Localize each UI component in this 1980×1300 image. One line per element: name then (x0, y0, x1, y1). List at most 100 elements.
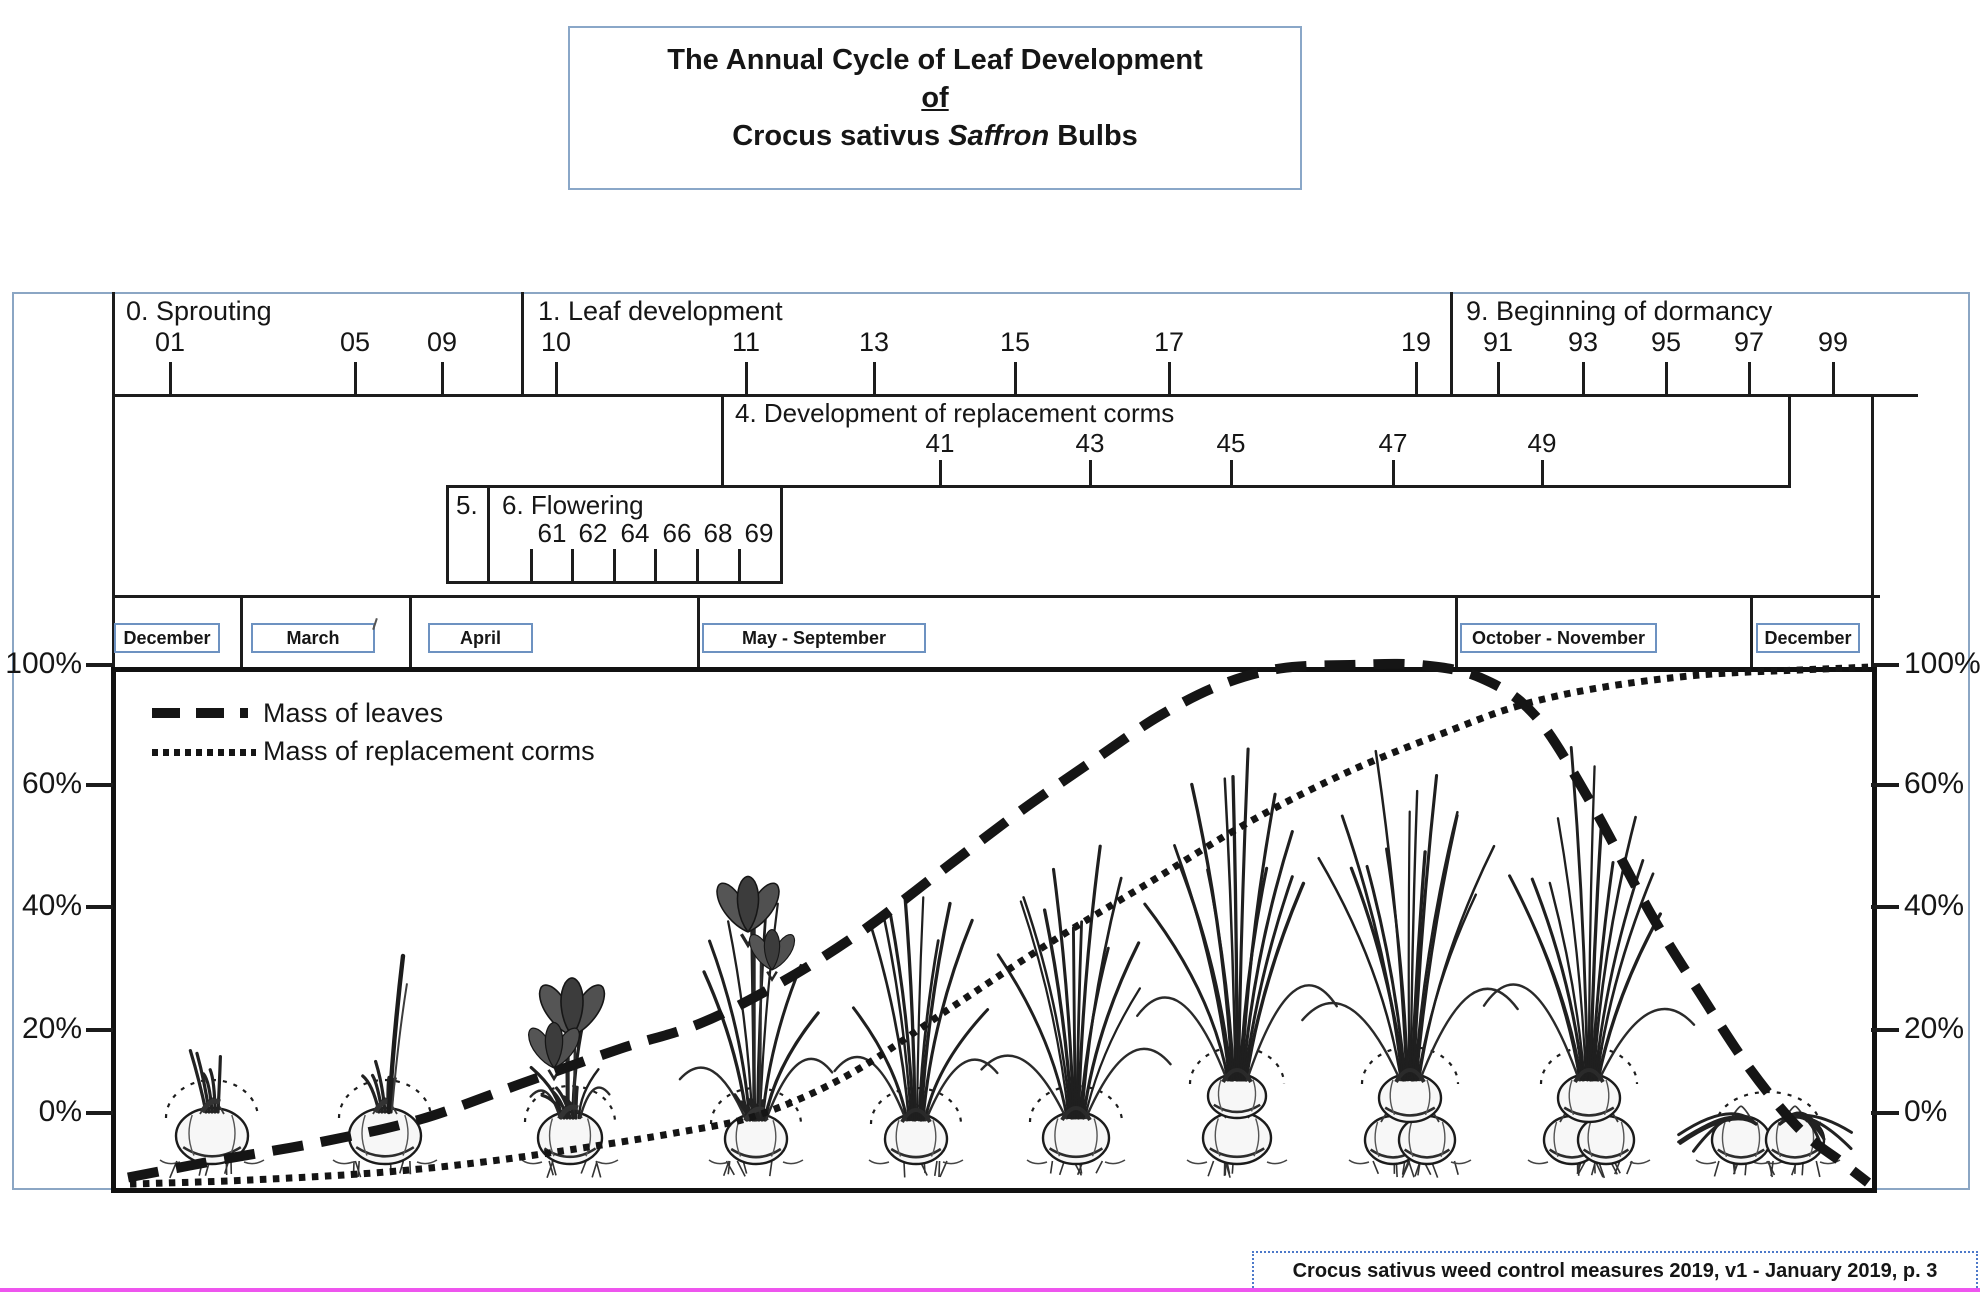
axis-label-left-0: 0% (38, 1095, 82, 1128)
bbch-tick-label-19: 19 (1400, 327, 1432, 357)
box4-tick-41 (939, 460, 942, 486)
axis-label-right-20: 20% (1904, 1012, 1965, 1045)
bbch-tick-19 (1415, 362, 1418, 395)
flowering-cell-line-2 (613, 549, 616, 584)
axis-tick-left-60 (86, 783, 113, 787)
box4-tick-49 (1541, 460, 1544, 486)
flowering-cell-line-3 (654, 549, 657, 584)
box4-tick-label-47: 47 (1378, 428, 1408, 458)
flowering-num-69: 69 (744, 518, 774, 548)
bbch-left-boundary (112, 292, 115, 670)
month-divider-0 (240, 595, 243, 669)
box4-tick-43 (1089, 460, 1092, 486)
month-box-march-1: March (251, 623, 375, 653)
bbch-tick-95 (1665, 362, 1668, 395)
axis-tick-right-20 (1871, 1028, 1899, 1032)
title-line-3: Crocus sativus Saffron Bulbs (732, 120, 1138, 152)
box4-bottom-border (721, 485, 1791, 488)
flowering-num-61: 61 (537, 518, 567, 548)
axis-tick-left-100 (86, 663, 113, 667)
bbch-tick-label-97: 97 (1733, 327, 1765, 357)
stage-label-leaf-development: 1. Leaf development (538, 296, 783, 326)
flowering-num-62: 62 (578, 518, 608, 548)
box4-tick-label-43: 43 (1075, 428, 1105, 458)
month-divider-4 (1750, 595, 1753, 669)
bbch-tick-99 (1832, 362, 1835, 395)
bbch-tick-97 (1748, 362, 1751, 395)
legend-label-mass-of-leaves: Mass of leaves (263, 698, 444, 728)
bbch-tick-05 (354, 362, 357, 395)
stage-label-beginning-of-dormancy: 9. Beginning of dormancy (1466, 296, 1773, 326)
bbch-tick-label-11: 11 (731, 327, 761, 357)
box4-tick-label-41: 41 (925, 428, 955, 458)
axis-tick-right-60 (1871, 783, 1899, 787)
bbch-tick-13 (873, 362, 876, 395)
title-line-1: The Annual Cycle of Leaf Development (667, 44, 1203, 76)
flowering-label-6: 6. Flowering (502, 490, 644, 520)
months-band-top-line (113, 595, 1880, 598)
bbch-tick-label-15: 15 (999, 327, 1031, 357)
month-box-may-september-3: May - September (702, 623, 926, 653)
month-divider-1 (409, 595, 412, 669)
bbch-tick-label-17: 17 (1153, 327, 1185, 357)
axis-tick-right-100 (1871, 663, 1899, 667)
bbch-tick-01 (169, 362, 172, 395)
bbch-tick-label-01: 01 (154, 327, 186, 357)
bbch-tick-label-91: 91 (1482, 327, 1514, 357)
title-line-2: of (921, 82, 949, 114)
bottom-magenta-rule (0, 1288, 1980, 1292)
legend-dotted-swatch (152, 749, 256, 756)
footer-reference-box: Crocus sativus weed control measures 201… (1252, 1251, 1978, 1291)
box4-tick-45 (1230, 460, 1233, 486)
bbch-tick-label-13: 13 (858, 327, 890, 357)
month-box-april-2: April (428, 623, 533, 653)
bbch-tick-label-10: 10 (540, 327, 572, 357)
box4-tick-label-49: 49 (1527, 428, 1557, 458)
box4-tick-label-45: 45 (1216, 428, 1246, 458)
flowering-cell-line-1 (571, 549, 574, 584)
axis-label-right-0: 0% (1904, 1095, 1948, 1128)
bbch-tick-label-09: 09 (426, 327, 458, 357)
month-box-october-november-4: October - November (1460, 623, 1657, 653)
stage-label-sprouting: 0. Sprouting (126, 296, 272, 326)
legend-label-mass-of-replacement-corms: Mass of replacement corms (263, 736, 595, 766)
bbch-tick-label-95: 95 (1650, 327, 1682, 357)
bbch-tick-17 (1168, 362, 1171, 395)
axis-tick-left-20 (86, 1028, 113, 1032)
axis-label-left-20: 20% (21, 1012, 82, 1045)
flowering-num-66: 66 (662, 518, 692, 548)
bbch-tick-15 (1014, 362, 1017, 395)
bbch-right-boundary (1871, 394, 1874, 670)
flowering-num-68: 68 (703, 518, 733, 548)
axis-label-left-60: 60% (21, 767, 82, 800)
axis-tick-right-40 (1871, 905, 1899, 909)
axis-label-left-40: 40% (21, 889, 82, 922)
bbch-tick-label-05: 05 (339, 327, 371, 357)
bbch-tick-label-93: 93 (1567, 327, 1599, 357)
month-box-december-5: December (1756, 623, 1860, 653)
box4-right-border (1788, 394, 1791, 488)
flowering-divider-5-6 (487, 485, 490, 584)
box4-tick-47 (1392, 460, 1395, 486)
footer-text: Crocus sativus weed control measures 201… (1292, 1260, 1938, 1282)
bbch-tick-93 (1582, 362, 1585, 395)
flowering-num-64: 64 (620, 518, 650, 548)
month-divider-3 (1455, 595, 1458, 669)
axis-label-right-60: 60% (1904, 767, 1965, 800)
axis-tick-left-0 (86, 1111, 113, 1115)
bbch-tick-09 (441, 362, 444, 395)
bbch-tick-91 (1497, 362, 1500, 395)
bbch-tick-label-99: 99 (1817, 327, 1849, 357)
month-box-december-0: December (114, 623, 220, 653)
axis-label-right-40: 40% (1904, 889, 1965, 922)
axis-label-right-100: 100% (1904, 647, 1980, 680)
month-divider-2 (697, 595, 700, 669)
flowering-label-5: 5. (456, 490, 478, 520)
bbch-scale-line (113, 394, 1918, 397)
bbch-tick-11 (745, 362, 748, 395)
flowering-cell-line-4 (696, 549, 699, 584)
flowering-cell-line-0 (530, 549, 533, 584)
legend-dashed-swatch (152, 708, 248, 718)
axis-tick-right-0 (1871, 1111, 1899, 1115)
